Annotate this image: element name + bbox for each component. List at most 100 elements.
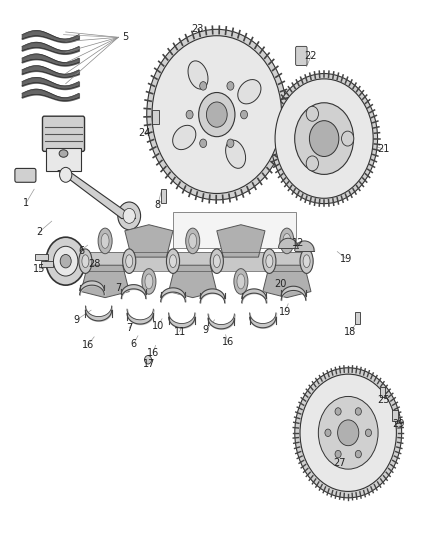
Circle shape	[300, 374, 396, 491]
Polygon shape	[125, 225, 173, 257]
Ellipse shape	[173, 125, 196, 150]
Ellipse shape	[303, 255, 310, 268]
Circle shape	[145, 356, 152, 364]
Ellipse shape	[188, 61, 208, 89]
Circle shape	[240, 110, 247, 119]
Text: 6: 6	[78, 246, 84, 255]
Ellipse shape	[142, 269, 156, 294]
Bar	[161, 189, 166, 203]
Circle shape	[123, 208, 135, 223]
Text: 16: 16	[81, 341, 94, 350]
Text: 19: 19	[340, 254, 352, 263]
Text: 8: 8	[155, 200, 161, 210]
Text: 27: 27	[333, 458, 346, 467]
Circle shape	[200, 139, 207, 148]
Polygon shape	[217, 225, 265, 257]
Text: 2: 2	[36, 227, 42, 237]
Ellipse shape	[283, 233, 291, 248]
Circle shape	[335, 450, 341, 458]
Text: 19: 19	[279, 307, 291, 317]
Bar	[35, 254, 48, 260]
Circle shape	[325, 429, 331, 437]
Bar	[41, 261, 53, 267]
Ellipse shape	[238, 79, 261, 104]
Circle shape	[355, 408, 361, 415]
Circle shape	[60, 167, 72, 182]
Circle shape	[186, 110, 193, 119]
Circle shape	[295, 103, 353, 174]
Text: 16: 16	[222, 337, 234, 347]
Ellipse shape	[210, 249, 223, 273]
Ellipse shape	[79, 249, 92, 273]
Text: 16: 16	[147, 348, 159, 358]
Text: 17: 17	[143, 359, 155, 368]
Text: 25: 25	[377, 395, 389, 405]
Ellipse shape	[59, 150, 68, 157]
FancyBboxPatch shape	[42, 116, 85, 151]
FancyBboxPatch shape	[15, 168, 36, 182]
Polygon shape	[58, 171, 136, 219]
Bar	[217, 252, 269, 271]
Text: 1: 1	[23, 198, 29, 207]
Text: 20: 20	[274, 279, 286, 288]
Bar	[46, 148, 81, 171]
Text: 7: 7	[115, 283, 121, 293]
Circle shape	[306, 106, 318, 121]
Ellipse shape	[126, 255, 133, 268]
Ellipse shape	[123, 249, 136, 273]
Text: 28: 28	[88, 259, 100, 269]
Circle shape	[365, 429, 371, 437]
Circle shape	[306, 156, 318, 171]
Bar	[129, 252, 173, 271]
Text: 5: 5	[122, 33, 128, 42]
Ellipse shape	[145, 274, 153, 289]
Text: 15: 15	[33, 264, 46, 274]
Circle shape	[295, 368, 402, 498]
Circle shape	[338, 420, 359, 446]
Polygon shape	[169, 265, 217, 297]
Circle shape	[335, 408, 341, 415]
Circle shape	[275, 79, 373, 198]
Bar	[152, 110, 159, 124]
Circle shape	[60, 254, 71, 268]
Ellipse shape	[266, 255, 273, 268]
Ellipse shape	[166, 249, 180, 273]
Text: 12: 12	[292, 238, 304, 247]
Bar	[392, 410, 398, 421]
Ellipse shape	[237, 274, 245, 289]
Circle shape	[309, 120, 339, 157]
Ellipse shape	[234, 269, 248, 294]
Text: 23: 23	[191, 25, 203, 34]
Circle shape	[147, 29, 287, 200]
Polygon shape	[263, 265, 311, 297]
Text: 7: 7	[126, 323, 132, 333]
Circle shape	[199, 93, 235, 136]
Ellipse shape	[82, 255, 89, 268]
Bar	[173, 252, 217, 271]
Circle shape	[318, 397, 378, 469]
Text: 11: 11	[173, 327, 186, 336]
Ellipse shape	[213, 255, 220, 268]
Circle shape	[227, 82, 234, 90]
Circle shape	[152, 36, 282, 193]
FancyBboxPatch shape	[173, 212, 296, 248]
Text: 24: 24	[138, 128, 151, 138]
Polygon shape	[81, 265, 129, 297]
Bar	[355, 312, 360, 324]
FancyBboxPatch shape	[296, 46, 307, 66]
Circle shape	[342, 131, 354, 146]
Circle shape	[200, 82, 207, 90]
Circle shape	[206, 102, 227, 127]
Text: 9: 9	[203, 326, 209, 335]
Ellipse shape	[170, 255, 177, 268]
Bar	[85, 252, 129, 271]
Bar	[380, 387, 385, 397]
Ellipse shape	[101, 233, 109, 248]
Ellipse shape	[300, 249, 313, 273]
Ellipse shape	[226, 140, 246, 168]
Text: 18: 18	[344, 327, 357, 336]
Text: 9: 9	[74, 315, 80, 325]
Text: 10: 10	[152, 321, 164, 331]
Text: 29: 29	[392, 419, 405, 429]
Circle shape	[227, 139, 234, 148]
